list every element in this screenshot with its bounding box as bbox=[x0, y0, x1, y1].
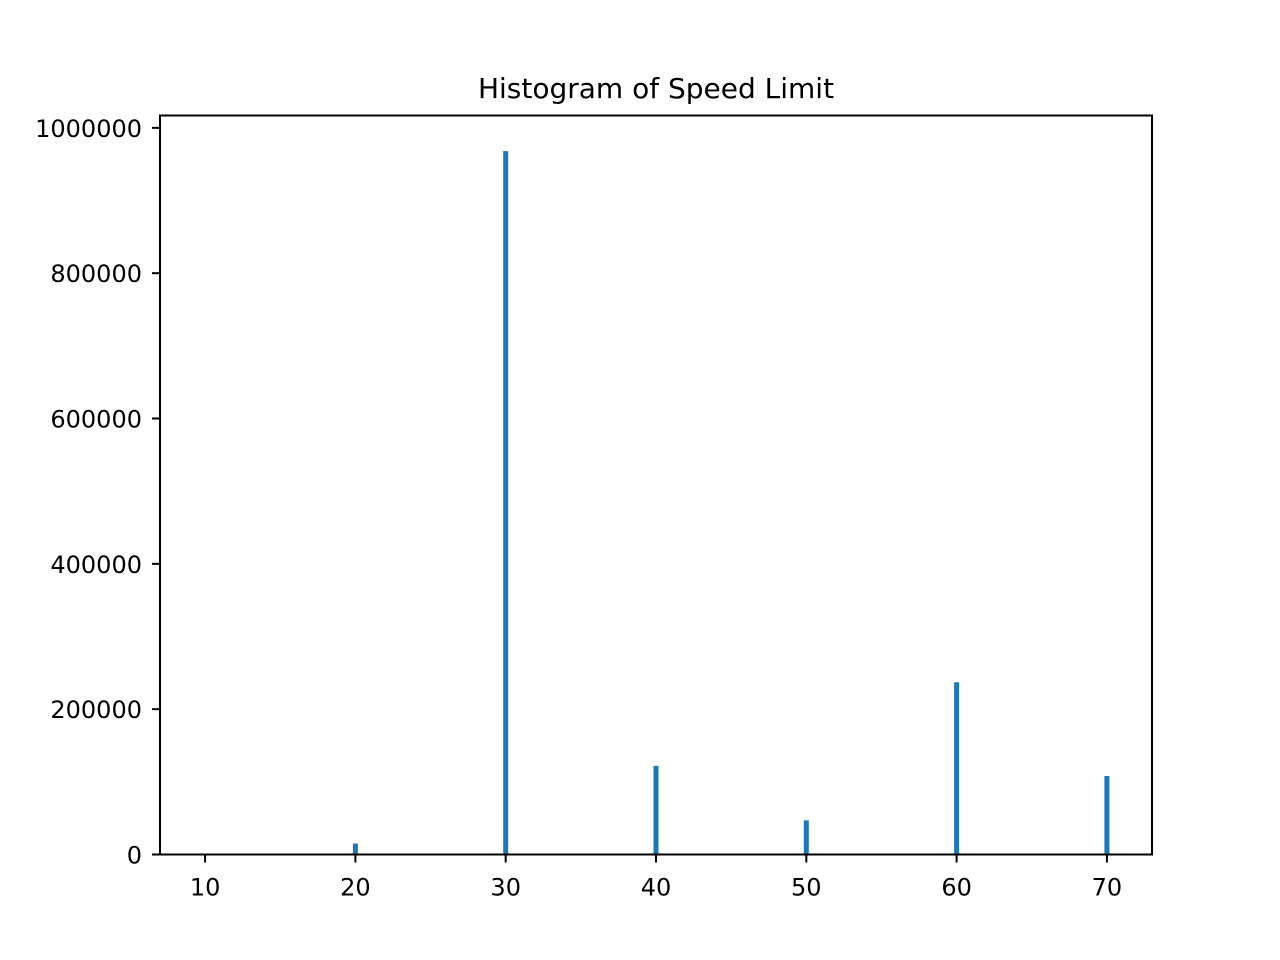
histogram-bar bbox=[1104, 776, 1110, 855]
y-axis-ticks: 0 200000 400000 600000 800000 1000000 bbox=[35, 115, 160, 870]
x-axis-ticks: 10 20 30 40 50 60 70 bbox=[190, 854, 1123, 902]
x-tick-label: 20 bbox=[340, 874, 371, 902]
y-tick-label: 600000 bbox=[50, 406, 142, 434]
histogram-bar bbox=[503, 151, 509, 855]
x-tick-label: 40 bbox=[641, 874, 672, 902]
x-tick-label: 10 bbox=[190, 874, 221, 902]
y-tick-label: 0 bbox=[127, 842, 142, 870]
x-tick-label: 50 bbox=[791, 874, 822, 902]
y-tick-label: 800000 bbox=[50, 260, 142, 288]
y-tick-label: 200000 bbox=[50, 696, 142, 724]
histogram-bar bbox=[653, 765, 659, 855]
histogram-bar bbox=[352, 843, 358, 855]
y-tick-label: 1000000 bbox=[35, 115, 142, 143]
y-tick-label: 400000 bbox=[50, 551, 142, 579]
chart-title: Histogram of Speed Limit bbox=[478, 72, 834, 105]
x-tick-label: 30 bbox=[490, 874, 521, 902]
histogram-bar bbox=[954, 682, 960, 855]
x-tick-label: 70 bbox=[1092, 874, 1123, 902]
x-tick-label: 60 bbox=[941, 874, 972, 902]
histogram-bar bbox=[803, 820, 809, 855]
